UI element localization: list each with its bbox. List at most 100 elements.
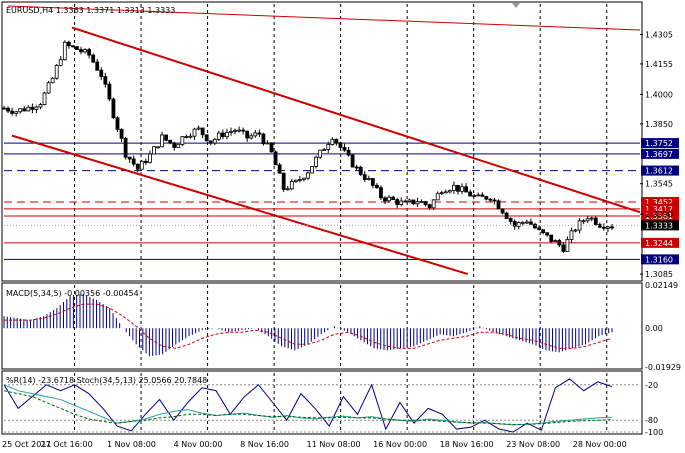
candle-body bbox=[561, 244, 566, 252]
level-price-box bbox=[641, 254, 679, 265]
candle-body bbox=[411, 199, 416, 205]
candle-body bbox=[249, 135, 254, 139]
candle-body bbox=[62, 41, 67, 61]
candle-body bbox=[504, 212, 509, 219]
candle-body bbox=[314, 156, 319, 167]
channel-upper-line bbox=[71, 26, 641, 214]
macd-signal-line bbox=[4, 303, 613, 349]
candle-body bbox=[468, 191, 473, 197]
level-price-label: 1.3752 bbox=[645, 139, 673, 148]
level-price-label: 1.3612 bbox=[645, 167, 673, 176]
oscillator-series bbox=[3, 378, 640, 433]
candle-body bbox=[139, 160, 144, 170]
candle-body bbox=[30, 106, 35, 110]
candle-body bbox=[407, 199, 412, 202]
level-price-label: 1.3697 bbox=[645, 150, 673, 159]
candle-body bbox=[606, 226, 610, 229]
candle-body bbox=[237, 129, 241, 132]
candle-body bbox=[541, 229, 545, 234]
candle-body bbox=[415, 201, 420, 205]
oscillator-tick-label: -80 bbox=[645, 416, 658, 425]
candle-body bbox=[573, 229, 578, 232]
candle-body bbox=[520, 221, 525, 224]
x-tick-label: 25 Oct 2011 bbox=[2, 440, 51, 449]
candle-body bbox=[350, 154, 355, 168]
candle-body bbox=[585, 218, 590, 222]
candle-body bbox=[391, 196, 396, 200]
candle-body bbox=[293, 179, 298, 182]
candle-body bbox=[6, 107, 10, 112]
candle-body bbox=[168, 139, 173, 144]
level-price-box bbox=[641, 148, 679, 159]
candle-body bbox=[601, 226, 606, 229]
candle-body bbox=[42, 92, 47, 106]
candle-body bbox=[257, 132, 262, 135]
candle-body bbox=[216, 132, 221, 140]
chart-shift-marker-icon[interactable] bbox=[512, 3, 520, 8]
macd-header: MACD(5,34,5) -0.00356 -0.00454 bbox=[6, 289, 139, 298]
candle-body bbox=[472, 195, 477, 197]
candle-body bbox=[443, 191, 448, 194]
candle-body bbox=[119, 128, 124, 139]
candle-body bbox=[496, 200, 501, 210]
oscillator-pane-frame bbox=[1, 370, 643, 435]
candle-body bbox=[261, 133, 266, 145]
candle-body bbox=[334, 138, 339, 144]
candle-body bbox=[476, 194, 481, 197]
x-tick-label: 18 Nov 16:00 bbox=[440, 440, 494, 449]
candle-body bbox=[277, 164, 282, 174]
candle-body bbox=[95, 61, 100, 71]
candle-body bbox=[164, 134, 169, 141]
x-tick-label: 16 Nov 00:00 bbox=[373, 440, 427, 449]
candle-body bbox=[253, 132, 258, 137]
candle-body bbox=[269, 142, 274, 153]
candle-body bbox=[399, 200, 404, 205]
candle-body bbox=[431, 199, 436, 209]
candle-body bbox=[184, 136, 189, 138]
candle-body bbox=[229, 130, 233, 133]
candle-body bbox=[500, 208, 505, 214]
candle-body bbox=[2, 107, 6, 110]
candle-body bbox=[152, 146, 156, 155]
current-price-label: 1.3333 bbox=[645, 221, 673, 230]
candle-body bbox=[196, 127, 201, 130]
candle-body bbox=[524, 221, 529, 224]
candle-body bbox=[241, 129, 246, 132]
oscillator-tick-label: -20 bbox=[645, 381, 658, 390]
candle-body bbox=[362, 174, 367, 180]
candle-body bbox=[103, 76, 108, 85]
candle-body bbox=[553, 240, 558, 242]
candle-body bbox=[354, 166, 359, 169]
macd-tick-label: -0.01929 bbox=[645, 363, 681, 372]
level-price-box bbox=[641, 197, 679, 207]
candle-body bbox=[565, 239, 570, 252]
candle-body bbox=[156, 146, 160, 149]
candle-body bbox=[26, 106, 31, 112]
candle-body bbox=[245, 130, 250, 139]
price-header: EURUSD,H4 1.3363 1.3371 1.3313 1.3333 bbox=[6, 6, 175, 15]
vertical-grid bbox=[74, 4, 608, 432]
level-price-label: 1.3452 bbox=[645, 198, 673, 207]
candle-body bbox=[557, 240, 562, 246]
candle-body bbox=[597, 224, 602, 228]
oscillator-header: %R(14) -23.6718 Stoch(34,5,13) 25.0566 2… bbox=[6, 376, 207, 385]
candle-body bbox=[127, 156, 132, 160]
candle-body bbox=[212, 138, 217, 144]
candle-body bbox=[439, 192, 444, 194]
candle-body bbox=[75, 46, 79, 50]
macd-tick-label: 0.00 bbox=[645, 324, 663, 333]
trend-line bbox=[7, 5, 641, 31]
candle-body bbox=[589, 217, 594, 220]
candle-body bbox=[549, 234, 554, 242]
candle-body bbox=[79, 49, 83, 53]
price-tick-label: 1.3390 bbox=[645, 210, 673, 219]
candle-body bbox=[91, 54, 96, 63]
macd-pane-frame bbox=[1, 282, 643, 370]
candle-body bbox=[427, 204, 432, 209]
candle-body bbox=[38, 104, 43, 108]
candle-body bbox=[452, 184, 456, 191]
macd-series bbox=[3, 294, 613, 357]
candle-body bbox=[423, 201, 428, 206]
candle-body bbox=[14, 111, 19, 114]
candle-body bbox=[83, 49, 87, 53]
